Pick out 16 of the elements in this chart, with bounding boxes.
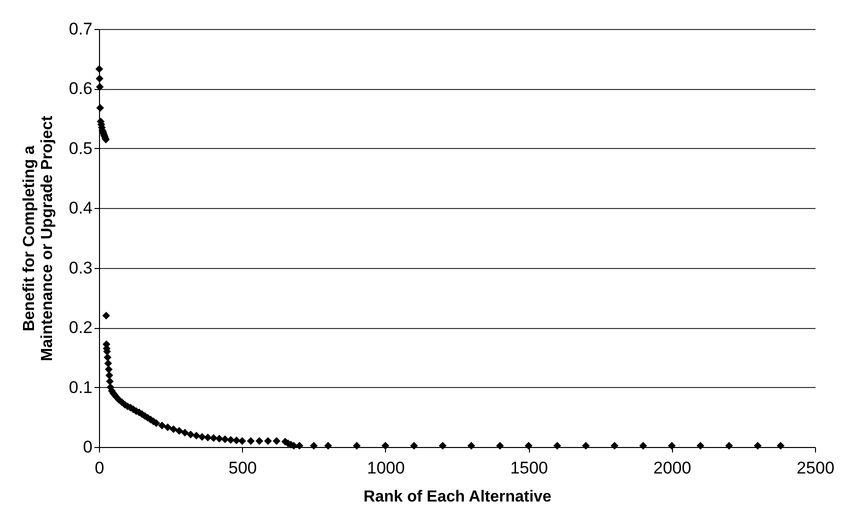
y-tick-label: 0.5 [68,138,92,158]
y-axis-title: Benefit for Completing a Maintenance or Upgrade Project [20,115,56,362]
x-tick-label: 0 [94,458,104,478]
x-tick-label: 1500 [510,458,548,478]
y-tick-label: 0 [83,438,92,456]
x-tick-label: 1000 [366,458,405,478]
x-tick-label: 2000 [653,458,692,478]
y-tick-label: 0.1 [68,378,92,397]
y-tick-label: 0.6 [68,79,92,98]
y-tick-label: 0.3 [68,258,92,278]
x-tick-label: 500 [228,458,257,478]
y-tick-label: 0.7 [68,20,92,38]
y-tick-label: 0.4 [68,198,92,218]
y-tick-label: 0.2 [68,318,92,338]
x-tick-label: 2500 [796,458,834,478]
x-axis-title: Rank of Each Alternative [364,488,552,506]
